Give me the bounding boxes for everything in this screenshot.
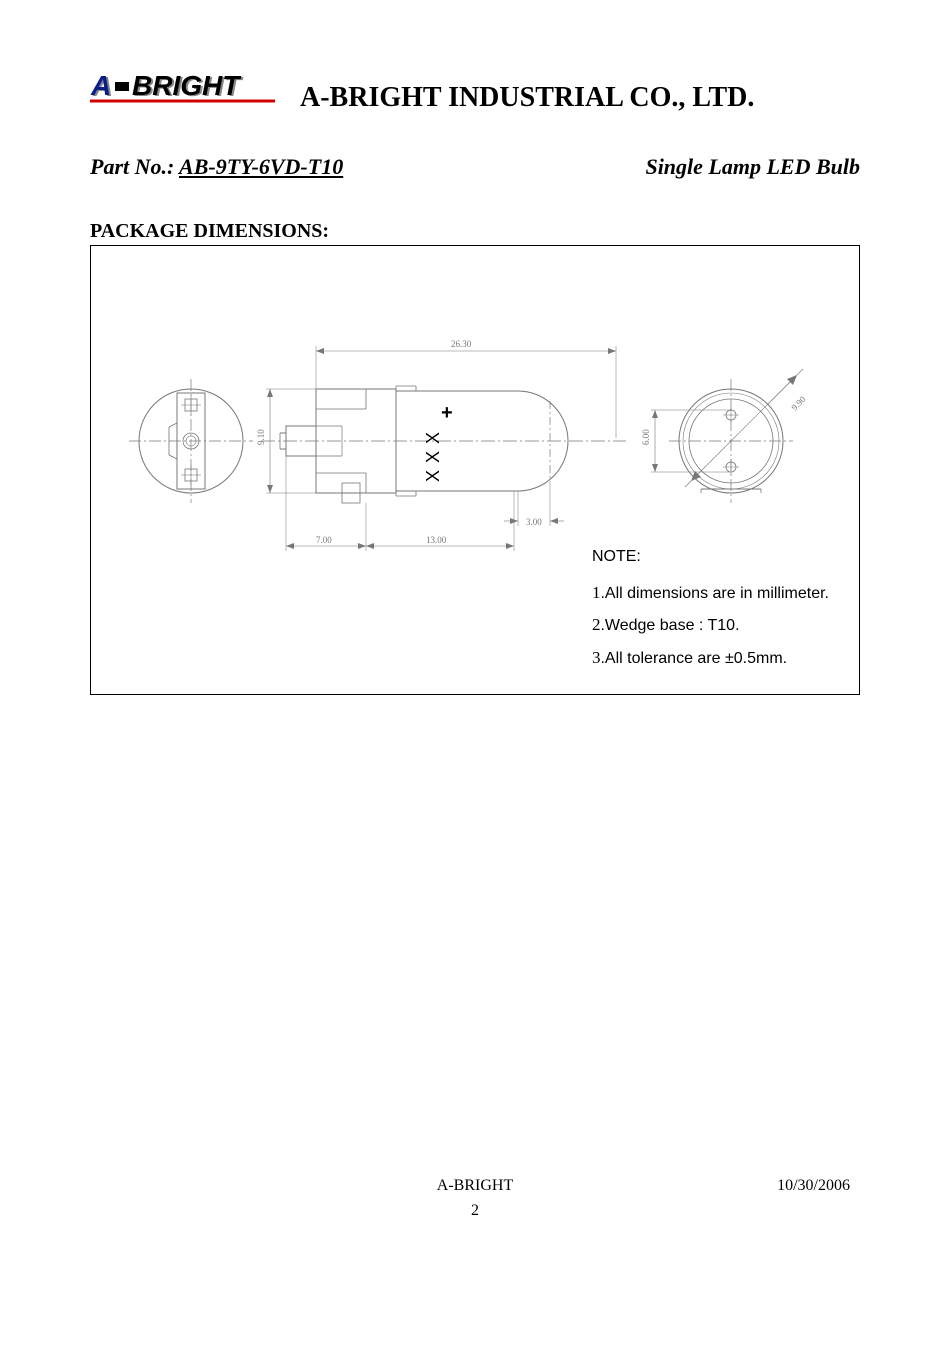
part-no-value: AB-9TY-6VD-T10: [179, 154, 343, 179]
diagram-container: 9.10 + X X X 26.30: [90, 245, 860, 695]
footer-brand: A-BRIGHT: [437, 1177, 513, 1195]
svg-text:X: X: [423, 432, 443, 444]
company-name: A-BRIGHT INDUSTRIAL CO., LTD.: [300, 82, 754, 114]
svg-text:X: X: [423, 451, 443, 463]
note-item-1: 1.All dimensions are in millimeter.: [592, 577, 829, 609]
dim-tip-gap: 3.00: [526, 517, 542, 527]
dim-mid-width: 13.00: [426, 535, 447, 545]
technical-drawing: 9.10 + X X X 26.30: [91, 246, 861, 586]
svg-text:BRIGHT: BRIGHT: [132, 70, 242, 101]
page-number: 2: [0, 1202, 950, 1220]
company-logo: A A BRIGHT BRIGHT: [90, 70, 290, 111]
note-item-3: 3.All tolerance are ±0.5mm.: [592, 642, 829, 674]
notes-block: NOTE: 1.All dimensions are in millimeter…: [592, 542, 829, 674]
svg-text:X: X: [423, 470, 443, 482]
section-title: PACKAGE DIMENSIONS:: [90, 220, 860, 243]
footer: A-BRIGHT 10/30/2006: [0, 1177, 950, 1195]
note-title: NOTE:: [592, 542, 829, 572]
part-number: Part No.: AB-9TY-6VD-T10: [90, 154, 343, 180]
dim-height: 9.10: [256, 429, 266, 445]
info-row: Part No.: AB-9TY-6VD-T10 Single Lamp LED…: [90, 154, 860, 180]
dim-end-diag: 9.90: [789, 394, 808, 413]
footer-date: 10/30/2006: [777, 1177, 850, 1195]
dim-base-width: 7.00: [316, 535, 332, 545]
svg-text:A: A: [90, 70, 111, 101]
product-type: Single Lamp LED Bulb: [645, 154, 860, 180]
part-no-label: Part No.:: [90, 154, 179, 179]
header: A A BRIGHT BRIGHT A-BRIGHT INDUSTRIAL CO…: [90, 70, 860, 114]
dim-total-length: 26.30: [451, 339, 472, 349]
dim-end-width: 6.00: [641, 429, 651, 445]
plus-marking: +: [441, 402, 453, 424]
note-item-2: 2.Wedge base : T10.: [592, 609, 829, 641]
